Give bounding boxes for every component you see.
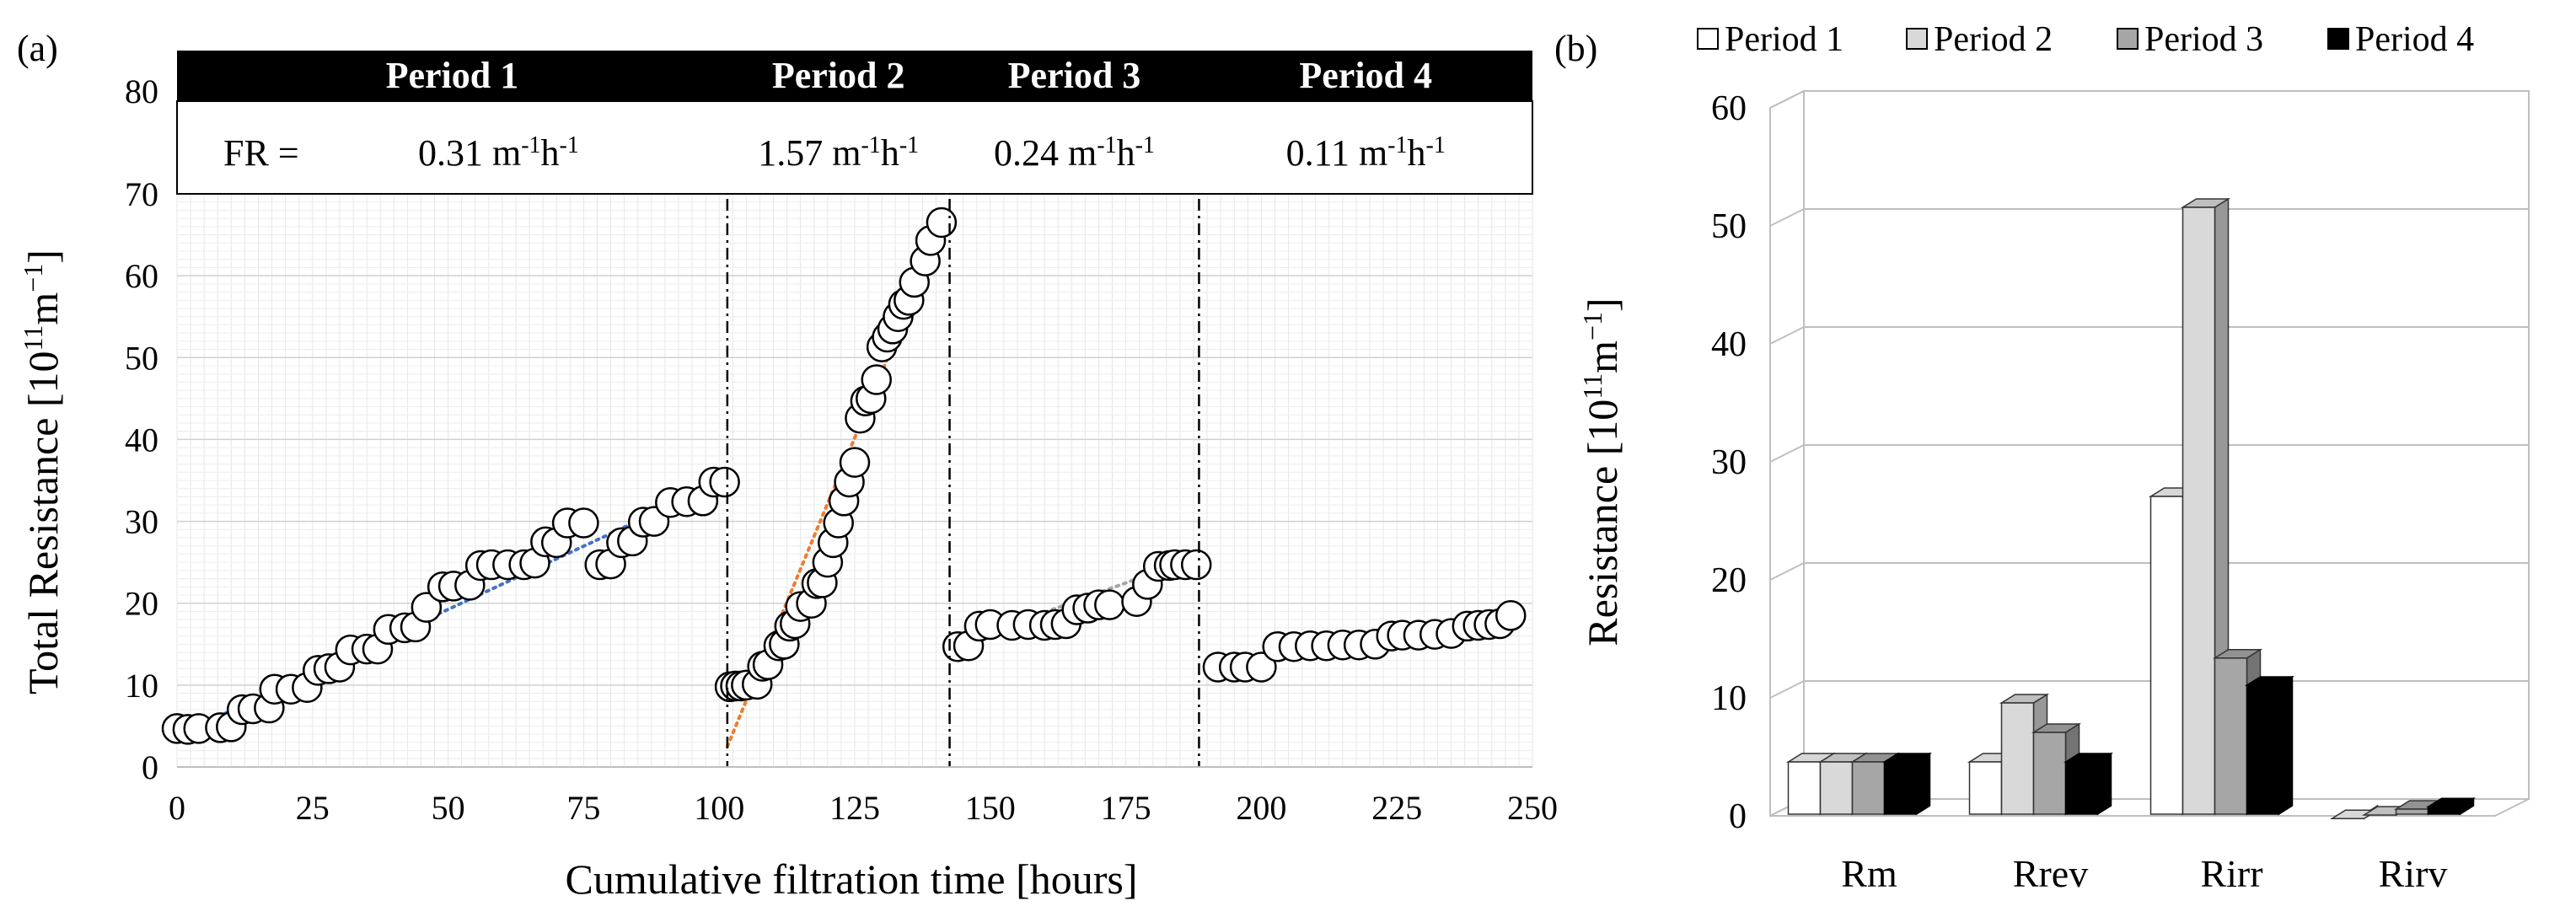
y-tick-label: 10 — [125, 667, 158, 705]
legend-swatch — [2117, 28, 2139, 50]
y-tick-label: 0 — [142, 748, 158, 786]
y-tick-label: 20 — [1711, 561, 1747, 600]
bar — [1819, 761, 1854, 815]
y-tick-label: 50 — [125, 339, 158, 377]
period-header-band — [177, 51, 1532, 101]
fr-value-label: 0.31 m-1h-1 — [418, 132, 579, 174]
data-point — [926, 206, 958, 239]
data-point — [861, 364, 892, 395]
category-label: Rirr — [2200, 852, 2262, 895]
horizontal-gridline — [1769, 562, 2529, 581]
fr-band — [176, 100, 1533, 195]
horizontal-gridline — [1769, 208, 2529, 227]
y-tick-label: 40 — [1711, 325, 1747, 364]
category-label: Rrev — [2013, 852, 2088, 895]
y-tick-label: 80 — [125, 72, 158, 110]
fr-value-label: 0.24 m-1h-1 — [994, 132, 1155, 174]
legend-label: Period 3 — [2144, 20, 2263, 59]
panel-a-period-dividers — [726, 101, 1200, 767]
data-point — [1094, 589, 1125, 620]
y-tick-label: 50 — [1711, 207, 1747, 246]
data-point — [568, 507, 599, 539]
horizontal-gridline — [1769, 326, 2529, 345]
panel-b-3d-frame — [1769, 89, 2530, 818]
bar-side-face — [2096, 752, 2112, 816]
data-point — [1495, 600, 1527, 631]
x-tick-label: 75 — [566, 789, 600, 827]
x-tick-label: 125 — [829, 789, 880, 827]
bar-side-face — [2278, 675, 2294, 816]
legend-swatch — [1906, 28, 1928, 50]
y-tick-label: 30 — [125, 503, 158, 541]
bar — [2000, 702, 2035, 815]
legend-label: Period 1 — [1725, 20, 1843, 59]
y-tick-label: 60 — [125, 257, 158, 295]
bar — [2032, 732, 2067, 815]
fr-value-label: 1.57 m-1h-1 — [758, 132, 919, 174]
legend-label: Period 2 — [1934, 20, 2053, 59]
period-name-label: Period 2 — [772, 55, 905, 96]
data-point — [1246, 652, 1277, 683]
horizontal-gridline — [1769, 444, 2529, 463]
x-tick-label: 175 — [1101, 789, 1151, 827]
y-tick-label: 40 — [125, 421, 158, 458]
bar — [1968, 761, 2003, 815]
panel-a-axes: 0 25 50 75 100 125 150 175 200 225 250 0 10 20 30 40 50 6… — [125, 72, 1558, 827]
panel-b-bars — [1785, 197, 2477, 820]
fr-prefix-label: FR = — [223, 132, 299, 174]
x-tick-label: 100 — [694, 789, 744, 827]
panel-a-data-points — [161, 206, 1527, 745]
bar-side-face — [1915, 752, 1931, 816]
panel-a-y-axis-title: Total Resistance [1011m−1] — [18, 249, 67, 694]
panel-a-period-header: FR = Period 1 0.31 m-1h-1 Period 2 1.57 m-1h… — [176, 51, 1533, 195]
x-tick-label: 250 — [1507, 789, 1558, 827]
bar — [2149, 496, 2184, 815]
fr-value-label: 0.11 m-1h-1 — [1286, 132, 1446, 174]
x-tick-label: 25 — [296, 789, 330, 827]
bar — [2064, 761, 2099, 815]
horizontal-gridline — [1769, 680, 2529, 699]
bar — [2246, 684, 2280, 815]
bar — [2214, 657, 2248, 815]
category-label: Rm — [1841, 852, 1897, 895]
panel-b-axes: 0 10 20 30 40 50 60 Rm Rrev Rirr Rirv — [1711, 89, 2447, 895]
y-tick-label: 60 — [1711, 89, 1747, 128]
y-tick-label: 0 — [1729, 797, 1747, 836]
y-tick-label: 30 — [1711, 443, 1747, 482]
period-name-label: Period 1 — [386, 55, 519, 96]
x-tick-label: 50 — [432, 789, 465, 827]
data-point — [839, 447, 871, 478]
x-tick-label: 200 — [1236, 789, 1286, 827]
panel-a-label: (a) — [17, 28, 58, 69]
bar — [1787, 761, 1822, 815]
x-tick-label: 225 — [1371, 789, 1422, 827]
category-label: Rirv — [2379, 852, 2448, 895]
legend-swatch — [2327, 28, 2349, 50]
period-name-label: Period 3 — [1008, 55, 1141, 96]
legend-swatch — [1697, 28, 1719, 50]
bar — [2182, 206, 2216, 815]
panel-b-legend: Period 1 Period 2 Period 3 Period 4 — [1697, 20, 2474, 59]
panel-b-label: (b) — [1554, 28, 1597, 69]
data-point — [411, 592, 443, 623]
bar — [2427, 806, 2461, 815]
y-tick-label: 70 — [125, 175, 158, 213]
bar — [1851, 761, 1886, 815]
bar — [1883, 761, 1918, 815]
panel-b-bar-chart: (b) Period 1 Period 2 Period 3 Period 4 0 10… — [1554, 20, 2530, 895]
panel-a-x-axis-title: Cumulative filtration time [hours] — [565, 855, 1137, 903]
panel-a-scatter-chart: (a) FR = Period 1 0.31 m-1h-1 Period 2 1.57 … — [17, 28, 1558, 903]
y-tick-label: 20 — [125, 585, 158, 623]
bar — [2395, 808, 2429, 815]
data-point — [709, 466, 740, 498]
horizontal-gridline — [1769, 90, 2529, 109]
y-tick-label: 10 — [1711, 679, 1747, 718]
panel-b-y-axis-title: Resistance [1011m−1] — [1577, 298, 1626, 646]
x-tick-label: 150 — [965, 789, 1016, 827]
x-tick-label: 0 — [169, 789, 185, 827]
legend-label: Period 4 — [2355, 20, 2474, 59]
period-name-label: Period 4 — [1299, 55, 1432, 96]
data-point — [1180, 549, 1212, 581]
